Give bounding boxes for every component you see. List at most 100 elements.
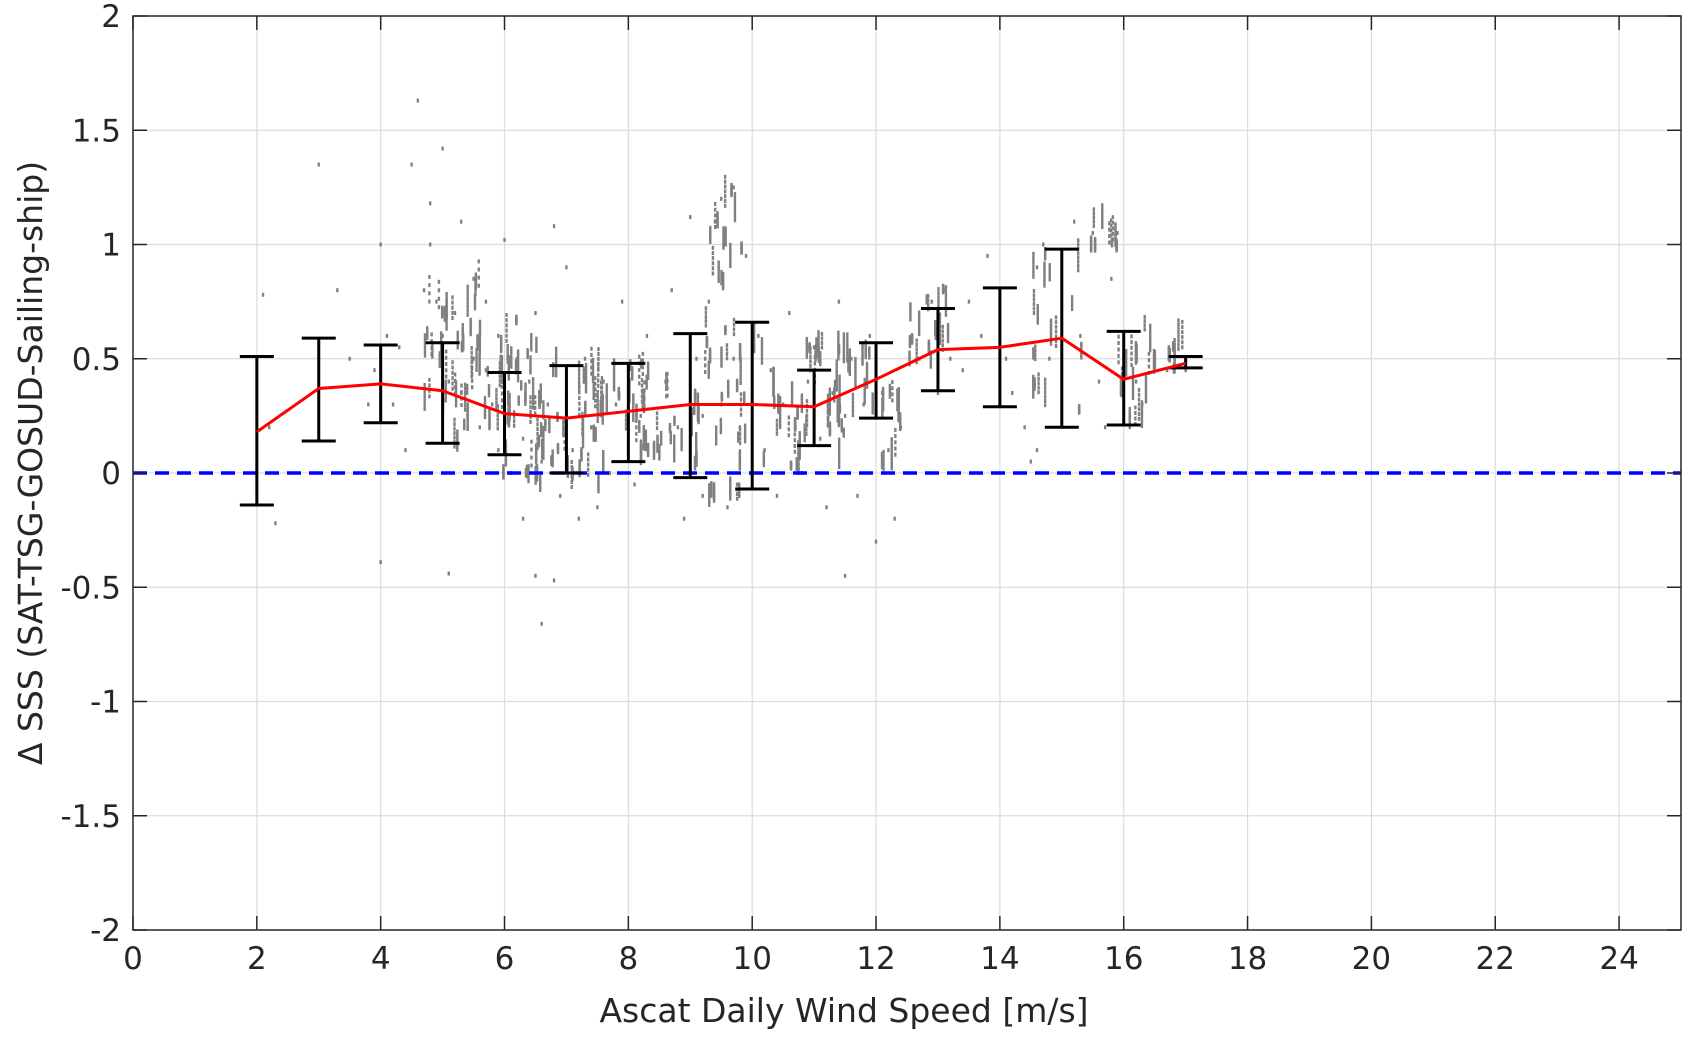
scatter-point	[1130, 357, 1133, 362]
scatter-point	[848, 368, 852, 373]
scatter-point	[1144, 389, 1148, 394]
scatter-point	[1032, 263, 1035, 268]
scatter-point	[762, 455, 766, 460]
scatter-point	[690, 407, 693, 412]
scatter-point	[723, 179, 727, 184]
scatter-point	[690, 421, 693, 426]
scatter-point	[735, 496, 739, 501]
scatter-point	[1173, 343, 1176, 348]
scatter-point	[929, 361, 933, 366]
scatter-point	[712, 492, 716, 497]
scatter-point	[612, 365, 616, 370]
scatter-point	[938, 316, 942, 321]
scatter-point	[1023, 425, 1026, 430]
scatter-point	[643, 380, 646, 385]
scatter-point	[554, 373, 558, 378]
scatter-point	[882, 454, 885, 459]
scatter-point	[645, 374, 648, 379]
scatter-point	[762, 453, 766, 458]
scatter-point	[723, 199, 727, 204]
scatter-point	[597, 474, 600, 479]
scatter-point	[894, 427, 897, 432]
scatter-point	[938, 332, 942, 337]
scatter-point	[665, 386, 668, 391]
scatter-point	[1128, 414, 1131, 419]
scatter-point	[833, 387, 836, 392]
scatter-point	[725, 351, 729, 356]
scatter-point	[563, 433, 566, 438]
scatter-point	[474, 276, 478, 281]
scatter-point	[444, 362, 448, 367]
scatter-point	[581, 425, 585, 430]
scatter-point	[733, 199, 737, 204]
scatter-point	[1140, 420, 1144, 425]
scatter-point	[838, 388, 841, 393]
scatter-point	[562, 419, 565, 424]
scatter-point	[530, 340, 533, 345]
scatter-point	[1125, 360, 1128, 365]
scatter-point	[456, 443, 459, 448]
scatter-point	[477, 275, 480, 280]
scatter-point	[531, 401, 535, 406]
scatter-point	[534, 465, 537, 470]
scatter-point	[496, 413, 499, 418]
scatter-point	[851, 404, 855, 409]
scatter-point	[638, 374, 641, 379]
scatter-point	[1144, 399, 1148, 404]
scatter-point	[453, 378, 457, 383]
scatter-point	[865, 370, 869, 375]
scatter-point	[720, 196, 723, 201]
scatter-point	[1032, 391, 1035, 396]
scatter-point	[712, 490, 716, 495]
scatter-point	[865, 379, 869, 384]
scatter-point	[438, 353, 442, 358]
scatter-point	[581, 429, 585, 434]
scatter-point	[445, 315, 448, 320]
scatter-point	[673, 454, 676, 459]
scatter-point	[533, 411, 537, 416]
scatter-point	[460, 383, 463, 388]
scatter-point	[1080, 344, 1083, 349]
scatter-point	[837, 330, 840, 335]
scatter-point	[601, 420, 604, 425]
scatter-point	[398, 345, 401, 350]
scatter-point	[712, 482, 716, 487]
scatter-point	[760, 360, 764, 365]
scatter-point	[717, 267, 720, 272]
scatter-point	[476, 337, 479, 342]
scatter-point	[720, 357, 723, 362]
scatter-point	[556, 443, 560, 448]
scatter-point	[1177, 330, 1180, 335]
scatter-point	[732, 317, 736, 322]
scatter-point	[655, 411, 659, 416]
scatter-point	[540, 621, 543, 626]
scatter-point	[461, 331, 464, 336]
scatter-point	[826, 393, 830, 398]
scatter-point	[478, 343, 481, 348]
scatter-point	[739, 364, 742, 369]
scatter-point	[891, 380, 894, 385]
scatter-point	[701, 413, 704, 418]
scatter-point	[1137, 392, 1141, 397]
scatter-point	[498, 374, 502, 379]
scatter-point	[527, 479, 530, 484]
scatter-point	[570, 484, 573, 489]
scatter-point	[1125, 368, 1128, 373]
scatter-point	[871, 408, 874, 413]
scatter-point	[617, 390, 621, 395]
scatter-point	[946, 325, 950, 330]
scatter-point	[729, 494, 732, 499]
scatter-point	[732, 332, 736, 337]
scatter-point	[539, 422, 543, 427]
scatter-point	[723, 174, 727, 179]
scatter-point	[591, 361, 595, 366]
scatter-point	[652, 455, 656, 460]
scatter-point	[605, 399, 609, 404]
scatter-point	[694, 432, 698, 437]
scatter-point	[478, 348, 481, 353]
scatter-point	[470, 350, 473, 355]
scatter-point	[708, 499, 711, 504]
scatter-point	[1147, 351, 1151, 356]
scatter-point	[1042, 242, 1045, 247]
scatter-point	[1144, 396, 1148, 401]
